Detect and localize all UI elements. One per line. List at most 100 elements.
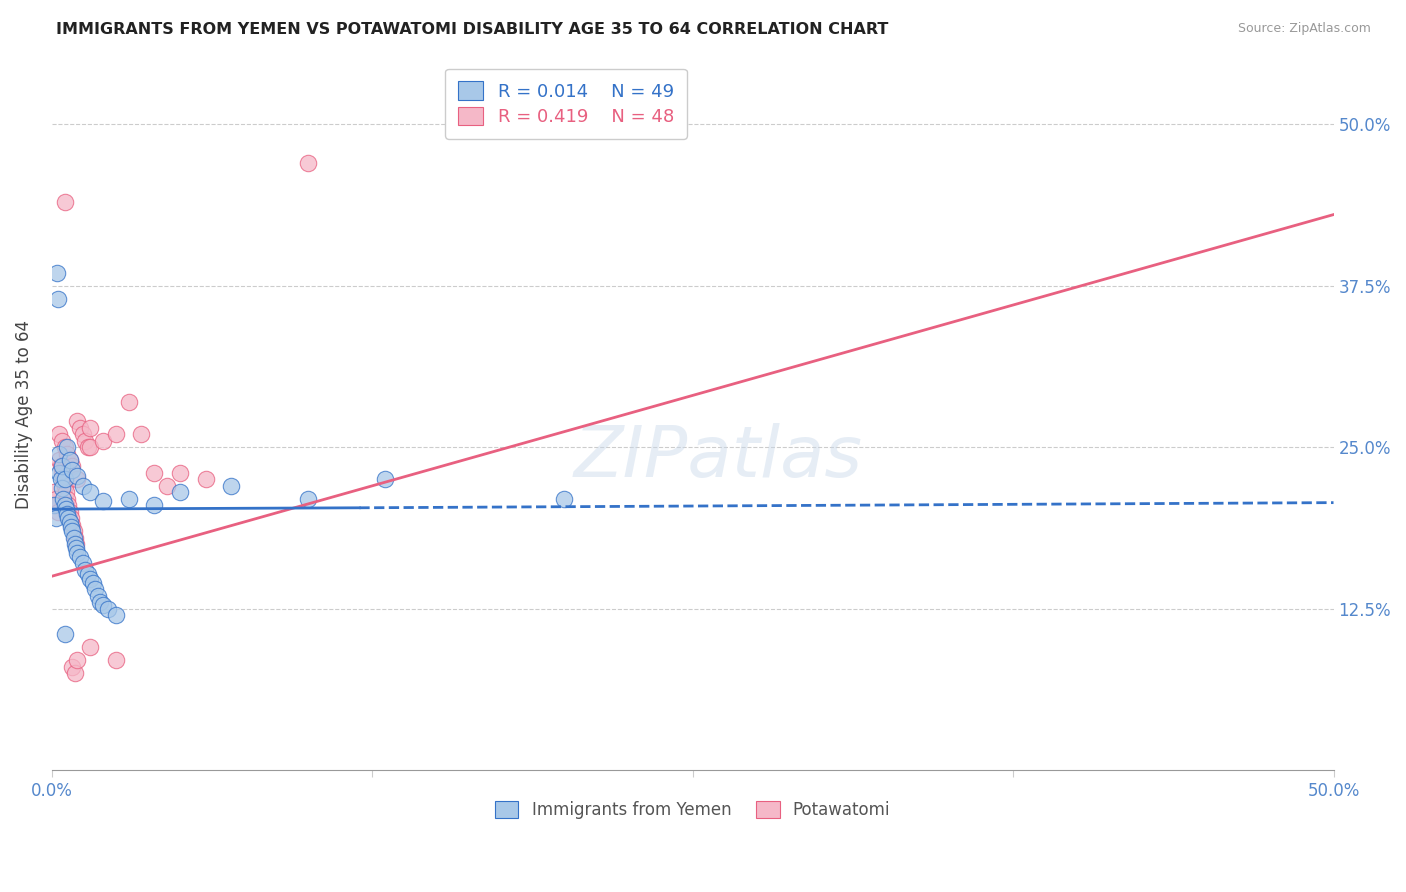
Point bbox=[53, 627, 76, 641]
Point bbox=[49, 459, 72, 474]
Point bbox=[53, 472, 76, 486]
Point bbox=[65, 541, 87, 555]
Point bbox=[55, 502, 77, 516]
Point bbox=[97, 601, 120, 615]
Point bbox=[79, 421, 101, 435]
Point bbox=[91, 494, 114, 508]
Point bbox=[156, 479, 179, 493]
Point bbox=[56, 440, 79, 454]
Point bbox=[143, 466, 166, 480]
Point bbox=[59, 505, 82, 519]
Point bbox=[60, 463, 83, 477]
Point bbox=[219, 479, 242, 493]
Point bbox=[46, 292, 69, 306]
Point bbox=[51, 459, 73, 474]
Text: ZIPatlas: ZIPatlas bbox=[574, 423, 863, 491]
Point bbox=[79, 640, 101, 655]
Point bbox=[44, 498, 66, 512]
Point bbox=[76, 440, 98, 454]
Point bbox=[45, 491, 67, 506]
Point bbox=[56, 508, 79, 522]
Point bbox=[45, 511, 67, 525]
Point bbox=[169, 485, 191, 500]
Point bbox=[118, 491, 141, 506]
Point bbox=[553, 117, 575, 131]
Point bbox=[51, 466, 73, 480]
Point bbox=[56, 446, 79, 460]
Point bbox=[69, 421, 91, 435]
Point bbox=[374, 472, 396, 486]
Point bbox=[63, 666, 86, 681]
Point bbox=[118, 395, 141, 409]
Point bbox=[89, 595, 111, 609]
Point bbox=[60, 659, 83, 673]
Point bbox=[45, 266, 67, 280]
Point bbox=[59, 453, 82, 467]
Point bbox=[104, 607, 127, 622]
Point bbox=[66, 653, 89, 667]
Point bbox=[62, 531, 84, 545]
Point bbox=[66, 546, 89, 560]
Y-axis label: Disability Age 35 to 64: Disability Age 35 to 64 bbox=[15, 320, 32, 509]
Point bbox=[51, 434, 73, 448]
Point bbox=[69, 549, 91, 564]
Point bbox=[297, 491, 319, 506]
Point bbox=[131, 427, 153, 442]
Point bbox=[62, 524, 84, 538]
Point bbox=[48, 427, 70, 442]
Point bbox=[84, 582, 107, 597]
Point bbox=[75, 434, 97, 448]
Point bbox=[104, 653, 127, 667]
Point bbox=[75, 563, 97, 577]
Point bbox=[46, 505, 69, 519]
Point bbox=[59, 511, 82, 525]
Point bbox=[59, 453, 82, 467]
Point bbox=[66, 468, 89, 483]
Point bbox=[82, 575, 104, 590]
Point bbox=[63, 531, 86, 545]
Text: Source: ZipAtlas.com: Source: ZipAtlas.com bbox=[1237, 22, 1371, 36]
Point bbox=[58, 511, 80, 525]
Point bbox=[59, 515, 82, 529]
Point bbox=[51, 482, 73, 496]
Point bbox=[59, 520, 82, 534]
Point bbox=[55, 485, 77, 500]
Point bbox=[63, 537, 86, 551]
Point bbox=[91, 598, 114, 612]
Point bbox=[79, 572, 101, 586]
Point bbox=[60, 517, 83, 532]
Point bbox=[53, 194, 76, 209]
Point bbox=[58, 498, 80, 512]
Point bbox=[52, 472, 75, 486]
Point bbox=[72, 557, 94, 571]
Text: IMMIGRANTS FROM YEMEN VS POTAWATOMI DISABILITY AGE 35 TO 64 CORRELATION CHART: IMMIGRANTS FROM YEMEN VS POTAWATOMI DISA… bbox=[56, 22, 889, 37]
Point bbox=[66, 472, 89, 486]
Point bbox=[194, 472, 217, 486]
Point bbox=[60, 459, 83, 474]
Point bbox=[48, 453, 70, 467]
Point bbox=[72, 479, 94, 493]
Point bbox=[56, 491, 79, 506]
Point bbox=[79, 485, 101, 500]
Point bbox=[72, 427, 94, 442]
Point bbox=[53, 440, 76, 454]
Point bbox=[91, 434, 114, 448]
Point bbox=[79, 440, 101, 454]
Point bbox=[104, 427, 127, 442]
Point bbox=[53, 498, 76, 512]
Point bbox=[553, 491, 575, 506]
Point bbox=[45, 498, 67, 512]
Point bbox=[65, 537, 87, 551]
Point bbox=[60, 524, 83, 538]
Point bbox=[87, 589, 110, 603]
Point bbox=[48, 446, 70, 460]
Point bbox=[143, 498, 166, 512]
Point bbox=[66, 414, 89, 428]
Point bbox=[49, 472, 72, 486]
Point bbox=[169, 466, 191, 480]
Point bbox=[53, 479, 76, 493]
Point bbox=[44, 485, 66, 500]
Point bbox=[52, 491, 75, 506]
Point bbox=[297, 156, 319, 170]
Point bbox=[76, 566, 98, 581]
